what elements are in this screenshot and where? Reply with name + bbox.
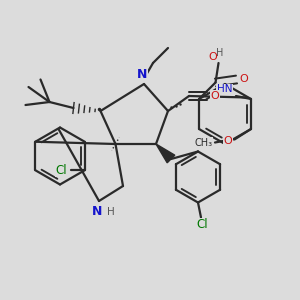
Text: O: O [211, 91, 220, 101]
Text: O: O [224, 136, 232, 146]
Text: O: O [208, 52, 217, 62]
Text: N: N [92, 205, 103, 218]
Text: CH₃: CH₃ [194, 137, 213, 148]
Text: H: H [106, 207, 114, 218]
Text: H: H [216, 48, 224, 59]
Text: Cl: Cl [197, 218, 208, 232]
Text: Cl: Cl [56, 164, 68, 177]
Polygon shape [156, 144, 175, 163]
Text: O: O [240, 74, 248, 85]
Text: N: N [137, 68, 148, 82]
Text: HN: HN [217, 84, 232, 94]
